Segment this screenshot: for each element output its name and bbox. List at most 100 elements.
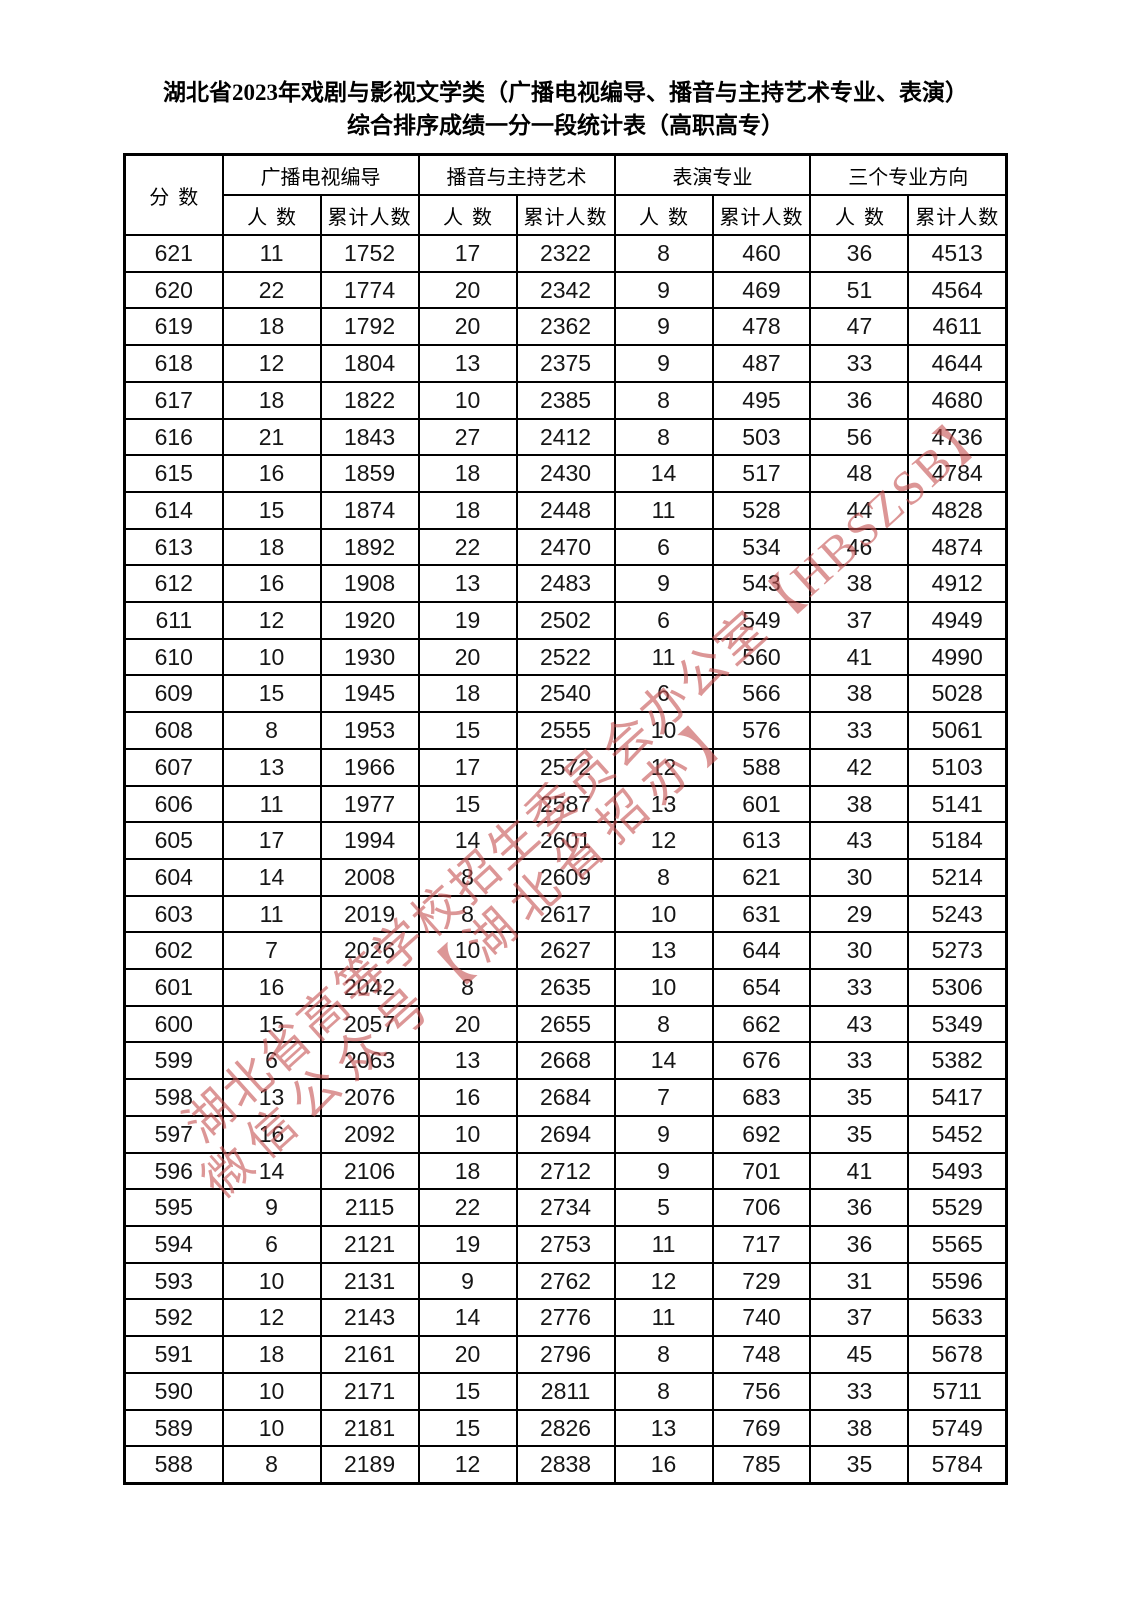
title-line-1: 湖北省2023年戏剧与影视文学类（广播电视编导、播音与主持艺术专业、表演） [163,80,968,105]
count-cell: 20 [417,1004,518,1044]
count-cell: 10 [417,1114,518,1154]
cumulative-cell: 2008 [319,857,420,897]
cumulative-cell: 1945 [319,674,420,714]
table-row: 603 11 2019 8 2617 10 631 29 5243 [123,894,1008,934]
count-cell: 10 [613,711,714,750]
table-row: 602 7 2026 10 2627 13 644 30 5273 [123,931,1008,971]
cumulative-cell: 2694 [515,1114,616,1154]
count-cell: 15 [417,784,518,824]
score-cell: 606 [123,784,224,824]
cumulative-cell: 1953 [319,711,420,750]
count-cell: 18 [221,1335,322,1374]
cumulative-cell: 676 [711,1041,812,1081]
cumulative-cell: 2522 [515,637,616,677]
count-cell: 14 [417,1298,518,1338]
cumulative-cell: 2026 [319,931,420,971]
cumulative-cell: 5184 [907,821,1008,860]
cumulative-cell: 5417 [907,1078,1008,1117]
count-cell: 33 [809,1041,910,1081]
cumulative-cell: 2131 [319,1261,420,1301]
score-cell: 591 [123,1335,224,1374]
cumulative-cell: 5103 [907,747,1008,787]
score-cell: 594 [123,1224,224,1264]
cumulative-cell: 5349 [907,1004,1008,1044]
cumulative-cell: 5141 [907,784,1008,824]
count-cell: 33 [809,968,910,1007]
score-cell: 596 [123,1151,224,1191]
count-cell: 20 [417,270,518,310]
count-cell: 21 [221,417,322,457]
score-cell: 620 [123,270,224,310]
count-cell: 8 [613,1004,714,1044]
cumulative-cell: 534 [711,527,812,567]
count-cell: 20 [417,637,518,677]
cumulative-cell: 2753 [515,1224,616,1264]
count-header: 人数 [809,194,910,236]
cumulative-cell: 2601 [515,821,616,860]
cumulative-cell: 2838 [515,1445,616,1485]
table-row: 611 12 1920 19 2502 6 549 37 4949 [123,601,1008,640]
cumulative-cell: 613 [711,821,812,860]
count-cell: 16 [221,454,322,493]
cumulative-cell: 2826 [515,1408,616,1448]
cumulative-cell: 1792 [319,307,420,347]
group-header-performance: 表演专业 [613,153,812,196]
score-distribution-table: 分数 广播电视编导 播音与主持艺术 表演专业 三个专业方向 人数 累计人数 人数… [123,153,1008,1485]
score-cell: 592 [123,1298,224,1338]
cumulative-cell: 2635 [515,968,616,1007]
cumulative-cell: 5784 [907,1445,1008,1485]
score-cell: 616 [123,417,224,457]
cumulative-cell: 5273 [907,931,1008,971]
cumulative-header: 累计人数 [907,194,1008,236]
table-row: 599 6 2063 13 2668 14 676 33 5382 [123,1041,1008,1081]
cumulative-cell: 2587 [515,784,616,824]
cumulative-cell: 2796 [515,1335,616,1374]
cumulative-cell: 5452 [907,1114,1008,1154]
count-cell: 10 [613,968,714,1007]
count-cell: 7 [221,931,322,971]
cumulative-cell: 495 [711,380,812,420]
count-cell: 13 [417,344,518,383]
count-cell: 12 [417,1445,518,1485]
count-cell: 15 [417,1408,518,1448]
count-cell: 8 [613,417,714,457]
count-cell: 36 [809,234,910,273]
count-cell: 19 [417,601,518,640]
score-cell: 607 [123,747,224,787]
cumulative-cell: 2555 [515,711,616,750]
cumulative-cell: 740 [711,1298,812,1338]
count-cell: 22 [221,270,322,310]
count-cell: 6 [613,527,714,567]
count-cell: 17 [221,821,322,860]
table-body: 621 11 1752 17 2322 8 460 36 4513 620 22 1774 20 2342… [123,234,1008,1485]
table-row: 609 15 1945 18 2540 6 566 38 5028 [123,674,1008,714]
count-cell: 36 [809,1224,910,1264]
group-header-broadcast-hosting: 播音与主持艺术 [417,153,616,196]
cumulative-cell: 560 [711,637,812,677]
score-cell: 600 [123,1004,224,1044]
cumulative-cell: 4912 [907,564,1008,604]
cumulative-cell: 2121 [319,1224,420,1264]
table-row: 605 17 1994 14 2601 12 613 43 5184 [123,821,1008,860]
cumulative-cell: 2189 [319,1445,420,1485]
count-cell: 13 [613,931,714,971]
count-cell: 8 [613,234,714,273]
count-cell: 5 [613,1188,714,1227]
group-header-row: 分数 广播电视编导 播音与主持艺术 表演专业 三个专业方向 [123,153,1008,236]
count-header: 人数 [417,194,518,236]
count-cell: 44 [809,490,910,530]
count-cell: 11 [613,490,714,530]
cumulative-cell: 2161 [319,1335,420,1374]
score-cell: 598 [123,1078,224,1117]
count-cell: 14 [221,1151,322,1191]
count-cell: 37 [809,1298,910,1338]
count-cell: 30 [809,931,910,971]
count-cell: 15 [221,1004,322,1044]
count-cell: 37 [809,601,910,640]
count-header: 人数 [613,194,714,236]
cumulative-cell: 4680 [907,380,1008,420]
cumulative-cell: 4990 [907,637,1008,677]
count-cell: 9 [417,1261,518,1301]
count-cell: 15 [417,1371,518,1411]
count-cell: 10 [417,380,518,420]
